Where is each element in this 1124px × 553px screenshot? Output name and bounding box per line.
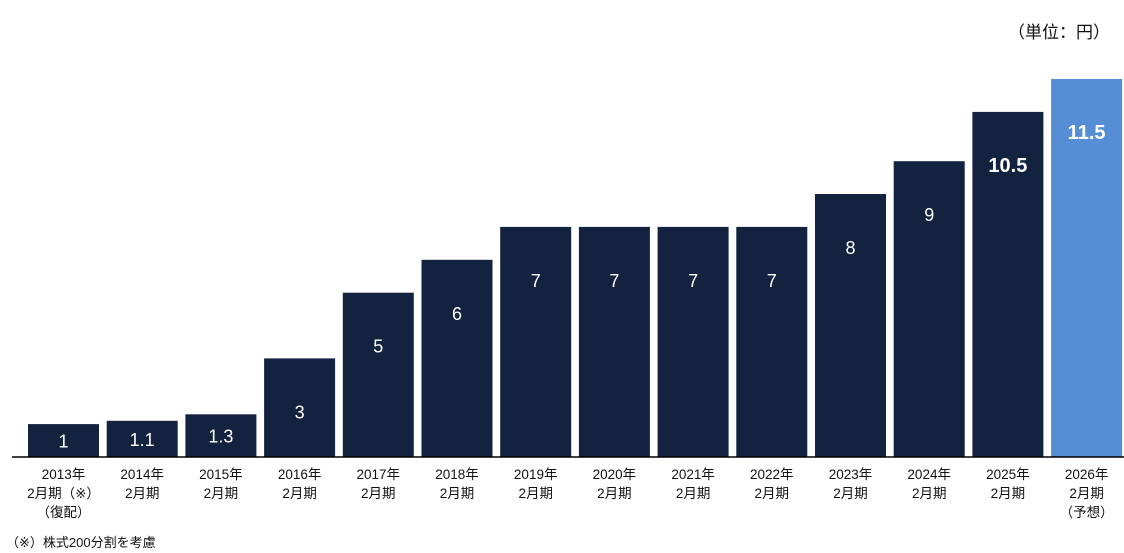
value-label-6: 7: [531, 271, 541, 291]
category-label-5: 2018年 2月期: [435, 467, 479, 501]
value-label-8: 7: [688, 271, 698, 291]
value-label-2: 1.3: [208, 427, 233, 447]
value-label-12: 10.5: [988, 155, 1027, 177]
value-label-4: 5: [373, 337, 383, 357]
bar-0: [28, 424, 99, 457]
value-label-0: 1: [58, 432, 68, 452]
category-label-2: 2015年 2月期: [199, 467, 243, 501]
bar-2: [185, 414, 257, 457]
category-label-1: 2014年 2月期: [120, 467, 164, 501]
bar-13: [1051, 79, 1123, 457]
bar-6: [500, 226, 572, 457]
category-label-8: 2021年 2月期: [671, 467, 715, 501]
value-label-1: 1.1: [130, 430, 155, 450]
footnote: （※）株式200分割を考慮: [6, 535, 156, 550]
value-label-3: 3: [295, 402, 305, 422]
bar-7: [578, 226, 650, 457]
category-label-13: 2026年 2月期（予想）: [1060, 467, 1114, 520]
value-label-13: 11.5: [1068, 122, 1106, 144]
bar-11: [893, 161, 965, 457]
category-label-12: 2025年 2月期: [986, 467, 1030, 501]
category-label-3: 2016年 2月期: [278, 467, 322, 501]
value-label-10: 8: [845, 238, 855, 258]
category-label-0: 2013年 2月期（※）（復配）: [27, 467, 100, 520]
bar-8: [657, 226, 729, 457]
category-label-9: 2022年 2月期: [750, 467, 794, 501]
bar-10: [815, 194, 886, 457]
category-label-7: 2020年 2月期: [593, 467, 637, 501]
category-label-4: 2017年 2月期: [357, 467, 401, 501]
unit-label: （単位：円）: [1008, 23, 1110, 42]
bar-12: [972, 111, 1044, 458]
bars-group: [28, 79, 1123, 458]
value-label-5: 6: [452, 304, 462, 324]
bar-3: [264, 358, 336, 457]
category-labels-group: 2013年 2月期（※）（復配） 2014年 2月期 2015年 2月期 2016年 2月期 2…: [27, 467, 1114, 520]
bar-1: [106, 420, 178, 457]
value-labels-group: 1 1.1 1.3 3 5 6 7 7 7 7 8 9 10.5 11.5: [58, 122, 1105, 452]
value-label-11: 9: [924, 205, 934, 225]
category-label-11: 2024年 2月期: [907, 467, 951, 501]
value-label-7: 7: [609, 271, 619, 291]
value-label-9: 7: [767, 271, 777, 291]
bar-5: [421, 259, 493, 457]
bar-9: [736, 226, 808, 457]
category-label-10: 2023年 2月期: [829, 467, 873, 501]
category-label-6: 2019年 2月期: [514, 467, 558, 501]
bar-4: [342, 292, 414, 457]
